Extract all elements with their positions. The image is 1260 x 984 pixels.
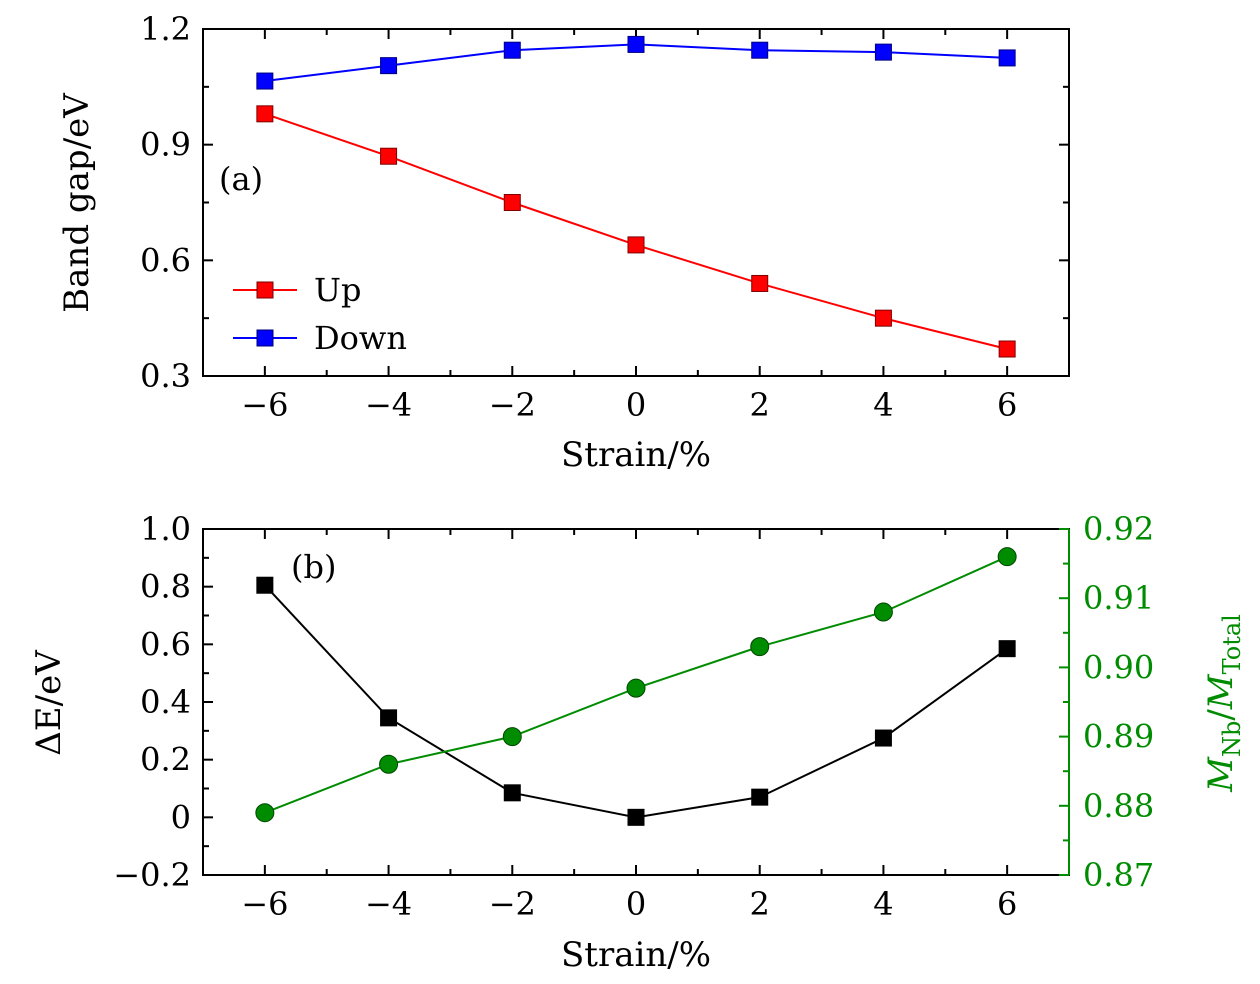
series-0-point (874, 309, 892, 327)
series-0-point (751, 274, 769, 292)
panel-a-y-axis-title: Band gap/eV (57, 92, 97, 313)
legend-up-marker (256, 281, 274, 299)
series-1-point (997, 547, 1017, 567)
y-tick-label: 0.2 (140, 741, 191, 779)
series-0-point (503, 784, 521, 802)
series-0-point (627, 236, 645, 254)
x-tick-label: −6 (241, 885, 288, 923)
series-0-point (256, 576, 274, 594)
series-0-line (264, 112, 1008, 350)
y-tick-label: 0 (171, 798, 191, 836)
x-tick-label: 2 (750, 885, 770, 923)
series-1-point (873, 602, 893, 622)
x-tick-label: 6 (997, 386, 1017, 424)
series-0-point (751, 788, 769, 806)
legend-up-label: Up (314, 271, 361, 309)
x-tick-label: −4 (365, 386, 412, 424)
x-tick-label: 0 (626, 885, 646, 923)
x-tick-label: 4 (873, 386, 893, 424)
y-tick-label: 0.6 (140, 241, 191, 279)
y-tick-label: 0.3 (140, 357, 191, 395)
y-tick-label: 0.4 (140, 683, 191, 721)
series-0-point (874, 729, 892, 747)
y-tick-label: 0.8 (140, 568, 191, 606)
panel-a-legend: Up Down (233, 271, 407, 357)
series-1-point (751, 41, 769, 59)
right-title-sep: / (1201, 709, 1241, 721)
x-tick-label: −4 (365, 885, 412, 923)
series-1-point (626, 678, 646, 698)
panel-b-ticks (203, 528, 1070, 876)
panel-b-x-axis-title: Strain/% (561, 935, 711, 975)
series-1-point (256, 72, 274, 90)
series-0-point (380, 709, 398, 727)
panel-a-x-axis-title: Strain/% (561, 435, 711, 475)
y-right-tick-label: 0.91 (1083, 579, 1154, 617)
y-right-tick-label: 0.89 (1083, 718, 1154, 756)
legend-down: Down (233, 319, 407, 357)
right-title-m1: M (1201, 756, 1241, 793)
series-0-point (998, 640, 1016, 658)
series-1-point (998, 49, 1016, 67)
panel-b-series (255, 547, 1017, 826)
legend-up: Up (233, 271, 361, 309)
y-tick-label: 1.2 (140, 10, 191, 48)
panel-b-y-axis-title: ΔE/eV (29, 649, 69, 756)
y-right-tick-label: 0.92 (1083, 510, 1154, 548)
panel-a-ticks (203, 28, 1069, 377)
series-1-point (874, 43, 892, 61)
right-title-sub1: Nb (1218, 721, 1246, 757)
y-tick-label: 0.6 (140, 625, 191, 663)
series-1-point (502, 727, 522, 747)
x-tick-label: 2 (750, 386, 770, 424)
panel-b: −6 −4 −2 0 2 4 6 −0.2 0 0.2 0.4 0.6 0.8 1.0 0.87 0.88 0.… (29, 510, 1246, 975)
panel-b-right-axis-title: MNb/MTotal (1201, 614, 1246, 793)
y-right-tick-label: 0.87 (1083, 856, 1154, 894)
series-1-point (255, 803, 275, 823)
series-1-point (627, 35, 645, 53)
x-tick-label: −2 (489, 386, 536, 424)
panel-b-label: (b) (291, 548, 336, 586)
series-0-point (998, 340, 1016, 358)
series-0-point (256, 105, 274, 123)
legend-down-label: Down (314, 319, 407, 357)
x-tick-label: −2 (489, 885, 536, 923)
series-1-point (503, 41, 521, 59)
series-0-line (264, 584, 1008, 819)
y-tick-label: −0.2 (113, 856, 191, 894)
panel-a-tick-labels: −6 −4 −2 0 2 4 6 0.3 0.6 0.9 1.2 (140, 10, 1017, 424)
series-0-point (503, 194, 521, 211)
series-0-point (380, 147, 398, 165)
right-title-m2: M (1201, 673, 1241, 710)
y-right-tick-label: 0.90 (1083, 648, 1154, 686)
x-tick-label: 6 (997, 885, 1017, 923)
x-tick-label: −6 (241, 386, 288, 424)
series-1-point (379, 754, 399, 774)
y-tick-label: 0.9 (140, 126, 191, 164)
series-1-point (380, 57, 398, 75)
panel-a: −6 −4 −2 0 2 4 6 0.3 0.6 0.9 1.2 (a) Strain/% Band… (57, 10, 1070, 475)
panel-a-label: (a) (219, 160, 263, 198)
right-title-sub2: Total (1218, 614, 1246, 674)
panel-b-tick-labels: −6 −4 −2 0 2 4 6 −0.2 0 0.2 0.4 0.6 0.8 1.0 0.87 0.88 0.… (113, 510, 1154, 923)
y-tick-label: 1.0 (140, 510, 191, 548)
series-1-point (750, 637, 770, 657)
y-right-tick-label: 0.88 (1083, 787, 1154, 825)
x-tick-label: 4 (873, 885, 893, 923)
panel-a-series (256, 35, 1016, 358)
x-tick-label: 0 (626, 386, 646, 424)
series-0-point (627, 808, 645, 826)
legend-down-marker (256, 329, 274, 347)
